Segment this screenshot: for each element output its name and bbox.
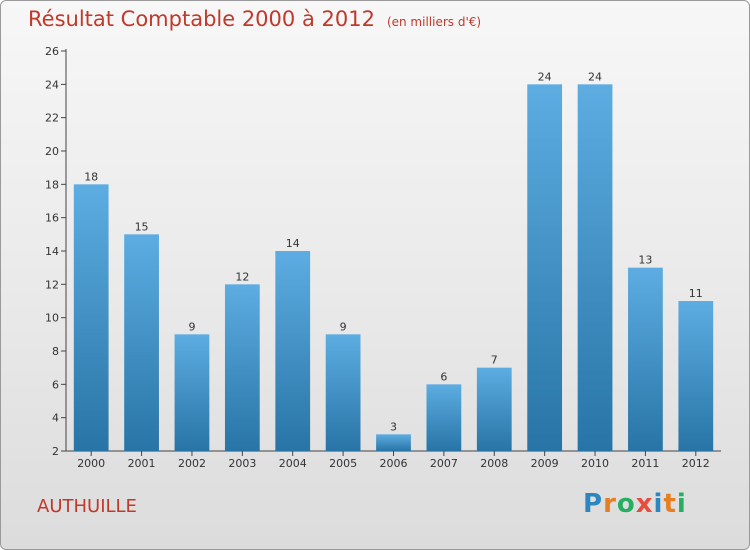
y-tick-label: 8 bbox=[52, 345, 59, 358]
logo-letter: o bbox=[616, 489, 636, 519]
bar bbox=[527, 84, 563, 451]
logo-letter: x bbox=[635, 489, 654, 519]
y-tick-label: 2 bbox=[52, 445, 59, 458]
chart-bars bbox=[73, 84, 714, 452]
x-tick-label: 2012 bbox=[682, 457, 710, 470]
chart-title: Résultat Comptable 2000 à 2012 (en millie… bbox=[28, 7, 481, 31]
x-tick-label: 2011 bbox=[631, 457, 659, 470]
data-label: 13 bbox=[638, 254, 652, 267]
logo-letter: i bbox=[653, 489, 664, 519]
y-tick-label: 22 bbox=[45, 112, 59, 125]
y-tick-label: 24 bbox=[45, 78, 59, 91]
bar bbox=[275, 251, 311, 451]
y-tick-label: 6 bbox=[52, 378, 59, 391]
logo-letter: r bbox=[603, 489, 617, 519]
bar bbox=[376, 434, 411, 451]
data-label: 15 bbox=[135, 220, 149, 233]
y-tick-label: 16 bbox=[45, 212, 59, 225]
commune-name: AUTHUILLE bbox=[37, 496, 137, 517]
x-tick-label: 2006 bbox=[380, 457, 408, 470]
x-tick-label: 2002 bbox=[178, 457, 206, 470]
y-tick-label: 18 bbox=[45, 178, 59, 191]
data-label: 9 bbox=[340, 320, 347, 333]
bar bbox=[224, 284, 260, 451]
x-tick-label: 2010 bbox=[581, 457, 609, 470]
y-tick-label: 14 bbox=[45, 245, 59, 258]
bar bbox=[628, 267, 663, 451]
bar bbox=[476, 367, 512, 451]
x-tick-label: 2004 bbox=[279, 457, 307, 470]
y-tick-label: 26 bbox=[45, 45, 59, 58]
x-tick-label: 2001 bbox=[128, 457, 156, 470]
y-tick-label: 4 bbox=[52, 412, 59, 425]
bar bbox=[577, 84, 613, 451]
data-label: 24 bbox=[538, 70, 552, 83]
chart-labels: 2000 18 2001 15 2002 9 2003 12 2004 14 2005 9 2006 3 2… bbox=[77, 70, 710, 470]
x-tick-label: 2007 bbox=[430, 457, 458, 470]
x-tick-label: 2009 bbox=[531, 457, 559, 470]
data-label: 7 bbox=[491, 354, 498, 367]
data-label: 11 bbox=[689, 287, 703, 300]
x-tick-label: 2008 bbox=[480, 457, 508, 470]
bar bbox=[426, 384, 462, 451]
y-tick-label: 12 bbox=[45, 278, 59, 291]
data-label: 6 bbox=[440, 370, 447, 383]
logo-letter: P bbox=[583, 489, 604, 519]
logo-letter: i bbox=[676, 489, 687, 519]
data-label: 3 bbox=[390, 420, 397, 433]
logo-letter: t bbox=[663, 489, 677, 519]
data-label: 14 bbox=[286, 237, 300, 250]
proxiti-logo: Proxiti bbox=[583, 489, 687, 519]
data-label: 12 bbox=[235, 270, 249, 283]
y-tick-label: 10 bbox=[45, 312, 59, 325]
chart-unit-text: (en milliers d'€) bbox=[386, 15, 482, 29]
bar bbox=[678, 301, 714, 451]
x-tick-label: 2000 bbox=[77, 457, 105, 470]
data-label: 18 bbox=[84, 170, 98, 183]
data-label: 9 bbox=[188, 320, 195, 333]
bar bbox=[325, 334, 361, 451]
x-tick-label: 2003 bbox=[228, 457, 256, 470]
x-tick-label: 2005 bbox=[329, 457, 357, 470]
bar bbox=[174, 334, 210, 451]
chart-title-text: Résultat Comptable 2000 à 2012 bbox=[28, 7, 375, 31]
y-tick-label: 20 bbox=[45, 145, 59, 158]
data-label: 24 bbox=[588, 70, 602, 83]
bar bbox=[124, 234, 159, 451]
bar bbox=[73, 184, 109, 452]
